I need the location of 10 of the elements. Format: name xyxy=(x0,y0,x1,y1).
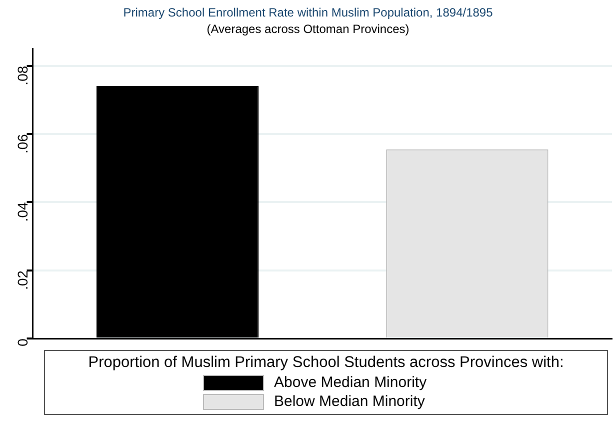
chart-subtitle: (Averages across Ottoman Provinces) xyxy=(206,22,410,36)
y-tick-label: 0 xyxy=(14,338,31,346)
y-tick-label: .02 xyxy=(14,270,31,290)
y-tick-label: .04 xyxy=(14,202,31,222)
chart-title: Primary School Enrollment Rate within Muslim Population, 1894/1895 xyxy=(123,6,494,20)
y-tick-label: .06 xyxy=(14,134,31,154)
legend-label: Above Median Minority xyxy=(274,374,428,391)
legend-title: Proportion of Muslim Primary School Students across Provinces with: xyxy=(87,354,565,372)
legend-label: Below Median Minority xyxy=(274,393,426,410)
y-tick-label: .08 xyxy=(14,66,31,86)
